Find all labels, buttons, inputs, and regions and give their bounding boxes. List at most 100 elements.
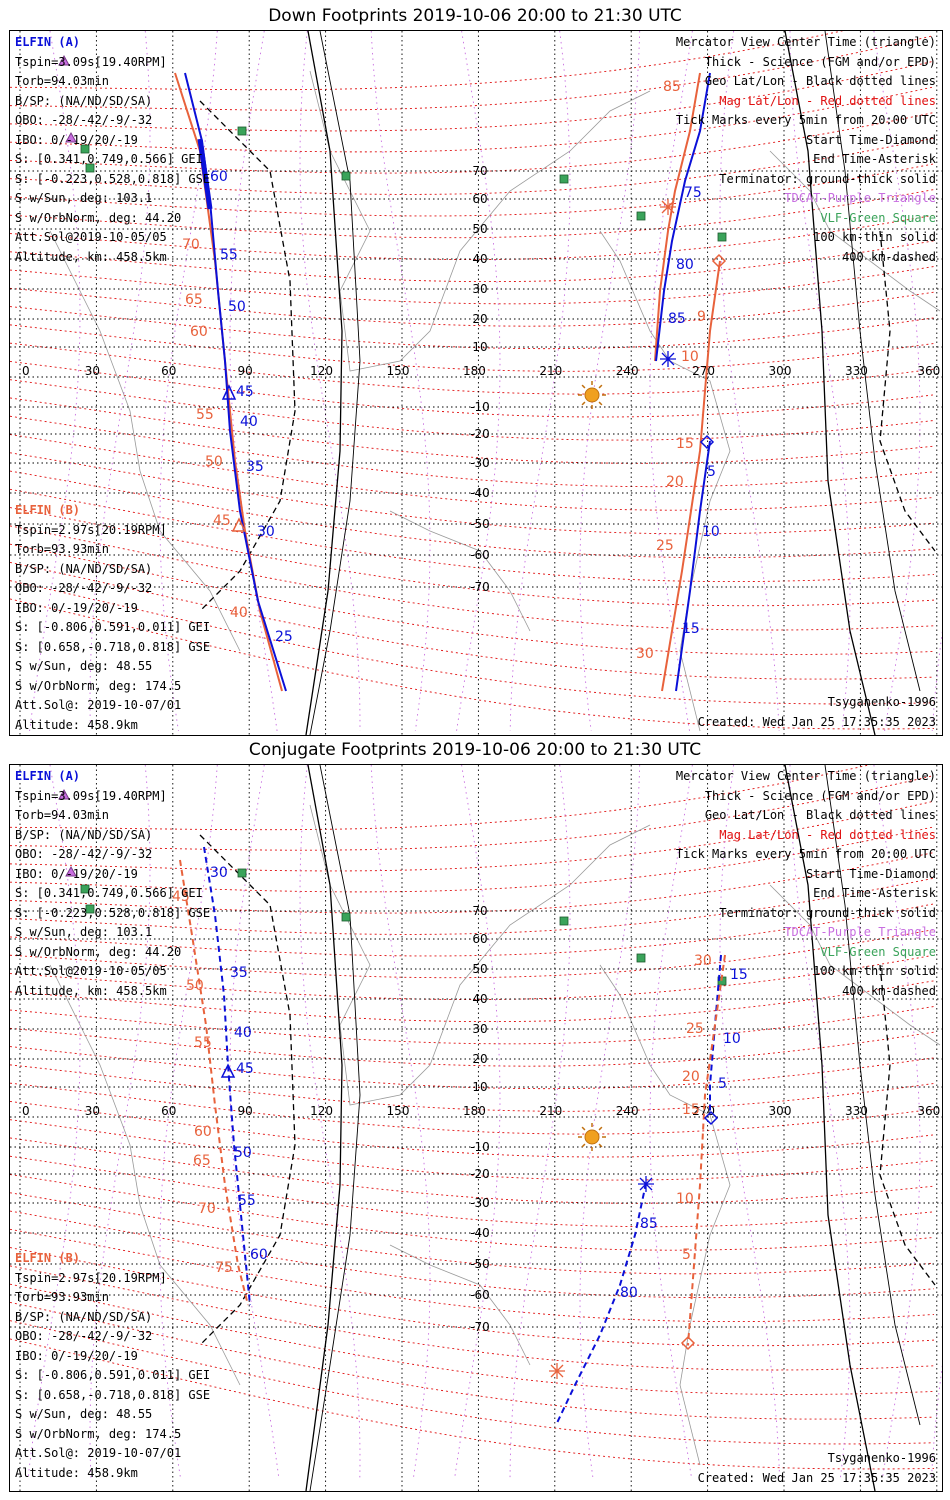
coastline (389, 1244, 531, 1366)
elfin-b-tick-label: 45 (213, 513, 231, 529)
magnetic-latitude-line (10, 324, 935, 372)
view-center-triangle (231, 517, 247, 532)
magnetic-latitude-line (10, 903, 935, 957)
magnetic-latitude-line (10, 954, 935, 1001)
map-panel-conjugate[interactable]: 0 30 60 90 120 150 180 210 240 270 300 330 360 70 60 50… (9, 764, 943, 1492)
legend-entry: Geo Lat/Lon - Black dotted lines (704, 808, 936, 822)
info-line: Torb=94.03min (15, 808, 109, 822)
terminator-100km (309, 31, 361, 735)
longitude-label: 300 (769, 364, 792, 378)
elfin-b-conjugate-track (687, 954, 726, 1346)
latitude-label: 60 (472, 192, 487, 206)
elfin-b-conjugate-track (179, 859, 249, 1306)
legend-entry: 100 km-thin solid (813, 964, 936, 978)
latitude-label: -30 (470, 1196, 490, 1210)
latitude-label: -50 (470, 517, 490, 531)
coastline (769, 884, 941, 1046)
elfin-a-tick-label: 55 (238, 1193, 256, 1209)
panel-title-conjugate: Conjugate Footprints 2019-10-06 20:00 to… (248, 740, 702, 760)
elfin-b-tick-label: 20 (682, 1069, 700, 1085)
legend-entry: TDCAT-Purple Triangle (784, 925, 936, 939)
elfin-b-tick-label: 85 (663, 79, 681, 95)
elfin-a-track (655, 72, 711, 362)
magnetic-latitude-line (10, 1320, 935, 1445)
sun-ray (598, 1143, 603, 1148)
info-line: Torb=94.03min (15, 74, 109, 88)
info-line: B/SP: (NA/ND/SD/SA) (15, 1309, 153, 1324)
magnetic-longitude-line (456, 31, 501, 732)
elfin-a-tick-label: 60 (210, 169, 228, 185)
sun-ray (581, 1126, 586, 1131)
info-line: Att.Sol@2019-10-05/05 (15, 964, 167, 978)
elfin-b-tick-label: 60 (194, 1124, 212, 1140)
elfin-a-tick-label: 30 (257, 524, 275, 540)
terminator-100km (309, 765, 361, 1491)
longitude-label: 360 (917, 364, 940, 378)
magnetic-latitude-line (10, 434, 935, 511)
legend-entry: Mercator View Center Time (triangle) (675, 35, 936, 49)
info-line: S: [-0.806,0.591,0.011] GEI (15, 620, 211, 634)
vlf-station-square (559, 916, 569, 926)
map-legend-conjugate: Mercator View Center Time (triangle) Thic… (676, 767, 936, 1001)
info-line: S w/OrbNorm, deg: 174.5 (15, 678, 182, 693)
legend-entry: TDCAT-Purple Triangle (784, 191, 936, 205)
info-line: OBO: -28/-42/-9/-32 (15, 581, 153, 595)
longitude-label: 30 (85, 364, 100, 378)
terminator-400km (199, 834, 296, 1346)
elfin-a-name: ELFIN (A) (15, 35, 81, 49)
legend-entry: 100 km-thin solid (813, 230, 936, 244)
latitude-label: 20 (472, 1052, 487, 1066)
magnetic-longitude-line (89, 765, 151, 1480)
info-line: OBO: -28/-42/-9/-32 (15, 847, 153, 861)
magnetic-latitude-line (10, 1006, 935, 1045)
info-line: Att.Sol@: 2019-10-07/01 (15, 698, 182, 712)
sun-ray (581, 401, 586, 406)
legend-entry: Terminator: ground-thick solid (719, 905, 936, 920)
longitude-label: 90 (238, 1104, 253, 1118)
created-timestamp: Created: Wed Jan 25 17:35:35 2023 (697, 715, 936, 729)
magnetic-latitude-line (10, 1247, 935, 1347)
elfin-a-tick-label: 5 (707, 464, 716, 480)
legend-entry: Geo Lat/Lon - Black dotted lines (704, 74, 936, 88)
info-line: S: [0.658,-0.718,0.818] GSE (15, 639, 211, 654)
info-line: S w/OrbNorm, deg: 174.5 (15, 1426, 182, 1441)
magnetic-longitude-line (509, 765, 571, 1480)
magnetic-latitude-line (10, 852, 935, 914)
latitude-label: -10 (470, 1140, 490, 1154)
magnetic-latitude-line (10, 1192, 935, 1275)
magnetic-longitude-line (229, 31, 278, 732)
elfin-b-tick-label: 10 (681, 349, 699, 365)
tdcat-triangle (58, 788, 70, 800)
map-panel-down[interactable]: 0 30 60 90 120 150 180 210 240 270 300 330 360 70 60 50… (9, 30, 943, 736)
legend-entry: Mercator View Center Time (triangle) (675, 769, 936, 783)
terminator-curve (784, 31, 876, 735)
magnetic-longitude-line (454, 765, 501, 1480)
info-line: Altitude, km: 458.5km (15, 983, 167, 998)
longitude-label: 120 (310, 1104, 333, 1118)
legend-entry: Mag Lat/Lon - Red dotted lines (719, 827, 936, 842)
elfin-b-name: ELFIN (B) (15, 1251, 81, 1265)
sun-icon (584, 1129, 600, 1145)
legend-entry: 400 km-dashed (842, 983, 936, 998)
magnetic-longitude-line (873, 31, 921, 732)
magnetic-latitude-line (10, 379, 935, 441)
info-line: Att.Sol@: 2019-10-07/01 (15, 1446, 182, 1460)
elfin-b-tick-label: 65 (185, 292, 203, 308)
elfin-b-tick-label: 30 (636, 646, 654, 662)
latitude-label: 70 (472, 164, 487, 178)
map-canvas-down: 0 30 60 90 120 150 180 210 240 270 300 330 360 70 60 50… (10, 31, 942, 735)
magnetic-latitude-line (10, 507, 935, 607)
latitude-label: 10 (472, 1080, 487, 1094)
longitude-label: 120 (310, 364, 333, 378)
coastline (49, 964, 241, 1386)
info-line: B/SP: (NA/ND/SD/SA) (15, 93, 153, 108)
longitude-label: 330 (845, 364, 868, 378)
legend-entry: Thick - Science (FGM and/or EPD) (704, 788, 936, 803)
elfin-a-tick-label: 75 (684, 185, 702, 201)
info-line: S: [0.658,-0.718,0.818] GSE (15, 1387, 211, 1402)
magnetic-longitude-line (579, 765, 641, 1480)
terminator-400km (199, 100, 296, 612)
info-line: Tspin=2.97s[20.19RPM] (15, 522, 167, 537)
latitude-label: -70 (470, 1320, 490, 1334)
latitude-label: 40 (472, 252, 487, 266)
